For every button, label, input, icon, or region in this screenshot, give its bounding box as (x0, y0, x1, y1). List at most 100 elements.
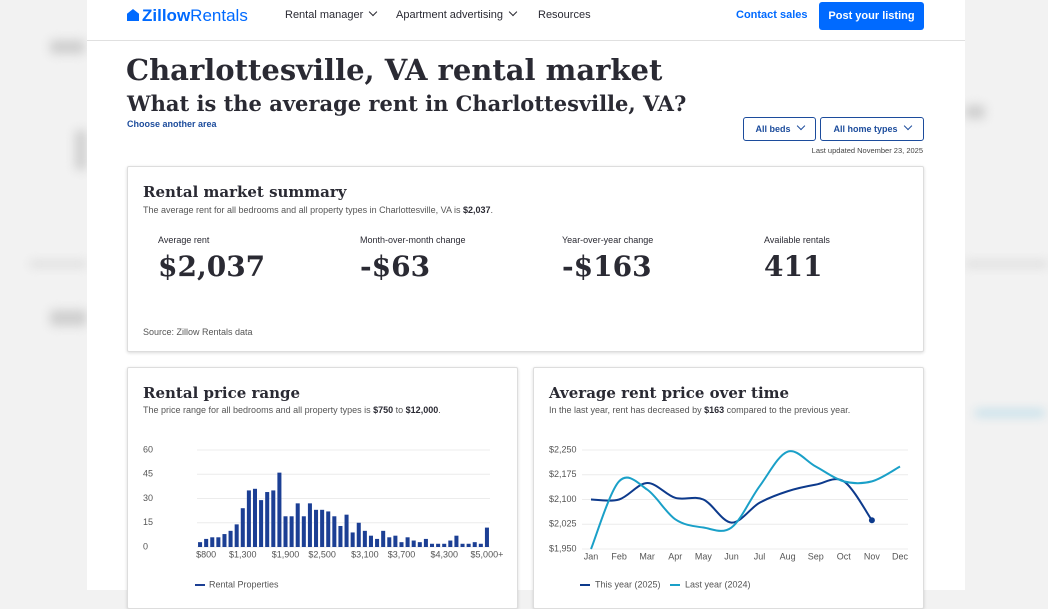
bar (454, 535, 459, 547)
legend-label: This year (2025) (595, 579, 661, 589)
bar (436, 543, 441, 547)
bar (234, 524, 239, 547)
bar (466, 543, 471, 547)
legend-label: Rental Properties (209, 579, 279, 589)
stat-value: -$63 (360, 250, 431, 283)
x-tick-label: Oct (837, 551, 852, 561)
text: . (438, 405, 441, 415)
filter-label: All home types (833, 124, 898, 134)
stat-label: Month-over-month change (360, 235, 466, 245)
x-tick-label: Jan (584, 551, 599, 561)
filter-button[interactable]: All home types (820, 117, 924, 141)
post-listing-button[interactable]: Post your listing (819, 2, 924, 30)
blurred-bg (965, 105, 985, 119)
summary-card (127, 166, 924, 352)
bar (368, 535, 373, 547)
bar (198, 542, 203, 547)
end-point (868, 517, 875, 524)
text: . (490, 205, 494, 215)
x-tick-label: $1,300 (229, 549, 257, 559)
bar (429, 543, 435, 547)
bar (265, 492, 270, 547)
bar (484, 527, 489, 547)
last-updated: Last updated November 23, 2025 (811, 146, 923, 155)
blurred-bg (975, 410, 1045, 416)
bar (326, 511, 331, 547)
x-tick-label: Nov (864, 551, 881, 561)
y-tick-label: $2,250 (549, 444, 577, 454)
x-tick-label: $3,700 (388, 549, 416, 559)
bar (411, 540, 416, 547)
nav-item[interactable]: Resources (538, 9, 591, 21)
y-tick-label: $2,175 (549, 469, 577, 479)
blurred-bg (75, 130, 87, 170)
nav-item[interactable]: Rental manager (285, 7, 378, 21)
page-subtitle: What is the average rent in Charlottesvi… (127, 91, 687, 116)
bar (399, 542, 404, 547)
text: $12,000 (405, 405, 439, 415)
y-tick-label: 60 (143, 444, 153, 454)
bar (448, 540, 453, 547)
bar (289, 516, 294, 547)
filter-label: All beds (755, 124, 791, 134)
stat-value: -$163 (562, 250, 652, 283)
choose-area-link[interactable]: Choose another area (127, 119, 217, 129)
bar (314, 509, 319, 547)
bar (356, 522, 361, 547)
blurred-bg (50, 310, 87, 326)
bar (259, 500, 264, 547)
contact-sales[interactable]: Contact sales (736, 9, 808, 21)
header-divider (87, 40, 965, 41)
bar (277, 472, 282, 547)
stat-value: 411 (764, 250, 823, 283)
x-tick-label: Jun (724, 551, 739, 561)
bar (338, 525, 343, 547)
bar (295, 503, 300, 547)
x-tick-label: Jul (754, 551, 766, 561)
bar (405, 537, 410, 547)
price-range-card (127, 367, 518, 609)
logo[interactable]: ZillowRentals (127, 6, 248, 26)
bar (460, 543, 465, 547)
bar (381, 530, 386, 547)
bar (332, 516, 337, 547)
blurred-bg (965, 262, 1048, 266)
bar (350, 532, 355, 547)
bar (442, 543, 447, 547)
x-tick-label: $4,300 (430, 549, 458, 559)
bar (301, 516, 306, 547)
summary-title: Rental market summary (143, 183, 347, 201)
x-tick-label: $3,100 (351, 549, 379, 559)
stat-value: $2,037 (158, 250, 266, 283)
text: The average rent for all bedrooms and al… (143, 205, 463, 215)
x-tick-label: Aug (780, 551, 796, 561)
y-tick-label: 15 (143, 517, 153, 527)
y-tick-label: 30 (143, 493, 153, 503)
bar (478, 543, 483, 547)
bar (417, 542, 422, 547)
bar (252, 488, 258, 547)
bar (387, 537, 392, 547)
bar (283, 516, 288, 547)
x-tick-label: May (695, 551, 713, 561)
logo-product: Rentals (190, 6, 248, 25)
y-tick-label: $2,100 (549, 494, 577, 504)
logo-brand: Zillow (142, 6, 191, 25)
y-tick-label: 45 (143, 469, 153, 479)
stat-label: Year-over-year change (562, 235, 654, 245)
text: In the last year, rent has decreased by (549, 405, 705, 415)
blurred-bg (50, 40, 85, 54)
series-line (590, 450, 901, 550)
series-line (590, 478, 873, 524)
bar (240, 508, 245, 547)
bar (228, 530, 233, 547)
text: $163 (704, 405, 725, 415)
x-tick-label: $800 (196, 549, 216, 559)
chart-title: Rental price range (143, 384, 301, 402)
bar (222, 534, 227, 547)
filter-button[interactable]: All beds (743, 117, 816, 141)
x-tick-label: $2,500 (308, 549, 336, 559)
y-tick-label: $2,025 (549, 519, 577, 529)
nav-item[interactable]: Apartment advertising (396, 7, 518, 21)
bar (204, 538, 209, 547)
